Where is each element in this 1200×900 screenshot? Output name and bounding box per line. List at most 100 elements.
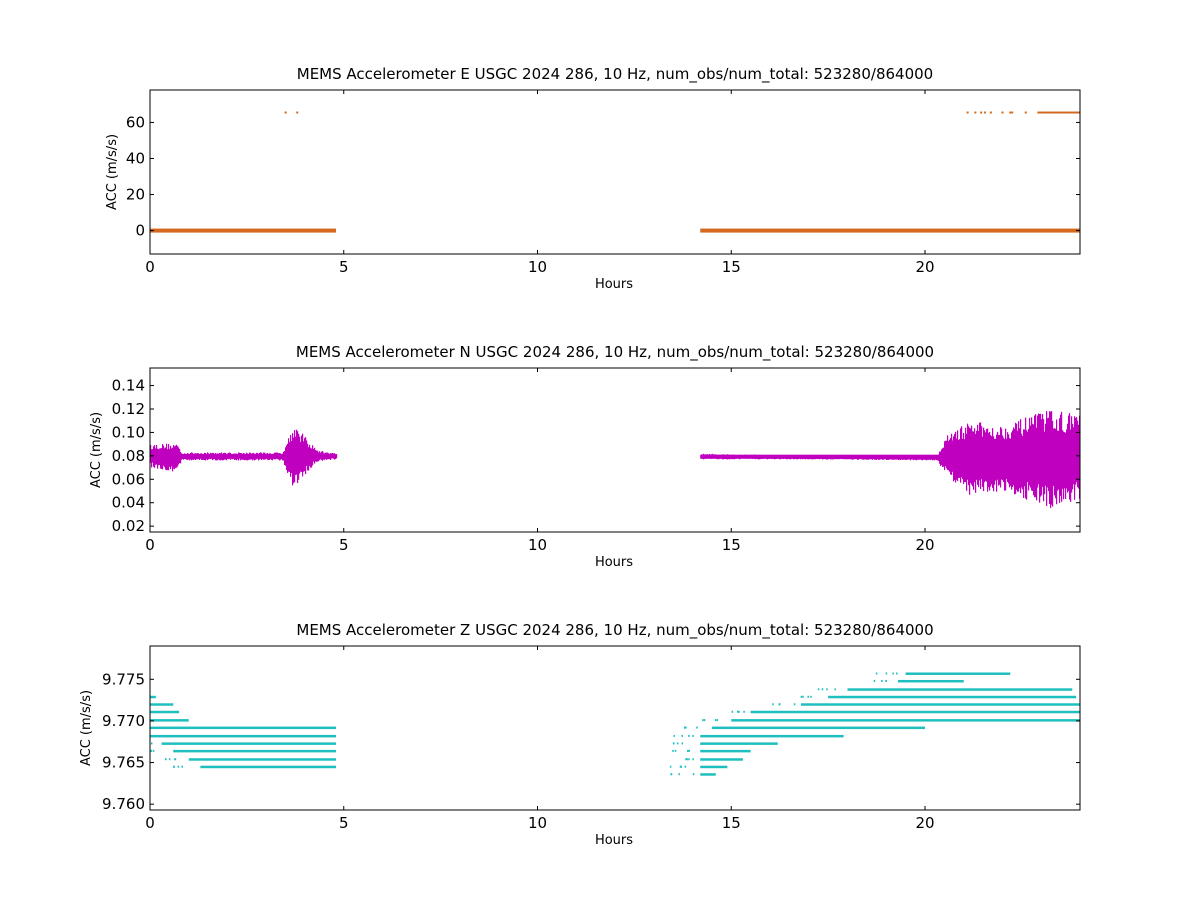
- x-tick-label: 20: [915, 258, 934, 276]
- data-point: [692, 758, 694, 761]
- data-column: [310, 447, 312, 468]
- data-point: [673, 734, 676, 737]
- data-point: [679, 765, 682, 768]
- data-column: [1023, 429, 1025, 498]
- data-segment: [1037, 111, 1080, 114]
- data-core-band: [700, 454, 1080, 459]
- data-column: [1036, 427, 1038, 501]
- data-column: [1001, 428, 1003, 480]
- x-tick-label: 10: [528, 258, 547, 276]
- data-point: [168, 758, 171, 761]
- data-point: [743, 710, 745, 713]
- y-tick-label: 60: [126, 113, 145, 131]
- data-column: [953, 436, 955, 482]
- axes-frame: [149, 645, 1081, 811]
- data-column: [161, 448, 163, 469]
- data-point: [177, 765, 180, 768]
- data-column: [167, 449, 169, 471]
- data-column: [999, 434, 1001, 485]
- data-point: [692, 773, 695, 776]
- data-column: [296, 429, 298, 475]
- data-column: [989, 431, 991, 491]
- data-column: [1011, 432, 1013, 490]
- data-level: [700, 734, 844, 738]
- data-column: [972, 431, 974, 487]
- data-column: [966, 433, 968, 491]
- data-point: [181, 765, 183, 768]
- x-tick-label: 5: [339, 258, 349, 276]
- data-point: [810, 695, 812, 698]
- data-column: [1014, 428, 1016, 495]
- data-column: [311, 448, 313, 468]
- x-tick-label: 20: [915, 814, 934, 832]
- data-point: [702, 719, 704, 722]
- data-point: [296, 111, 299, 114]
- data-level: [150, 703, 174, 706]
- data-series-e: [150, 111, 1080, 233]
- y-tick-label: 9.770: [102, 712, 145, 730]
- data-level: [200, 765, 336, 769]
- data-level: [731, 719, 1080, 722]
- data-column: [1050, 411, 1052, 509]
- data-point: [807, 695, 809, 698]
- data-column: [951, 433, 953, 475]
- data-column: [1055, 428, 1057, 499]
- data-column: [1033, 424, 1035, 496]
- data-point: [173, 765, 175, 768]
- data-column: [164, 448, 166, 468]
- data-point: [684, 765, 687, 768]
- data-point: [680, 765, 683, 768]
- data-column: [1022, 436, 1024, 490]
- data-column: [157, 448, 159, 469]
- data-level: [801, 703, 1080, 706]
- data-column: [1058, 430, 1060, 490]
- data-column: [1004, 439, 1006, 491]
- y-tick-label: 0.02: [112, 517, 145, 535]
- data-column: [1062, 430, 1064, 489]
- data-point: [686, 749, 689, 752]
- y-tick-label: 0.14: [112, 377, 145, 395]
- data-column: [284, 451, 286, 466]
- chart-title-e: MEMS Accelerometer E USGC 2024 286, 10 H…: [297, 65, 933, 84]
- axes-frame: [149, 367, 1081, 533]
- data-point: [896, 672, 898, 675]
- data-column: [1038, 413, 1040, 485]
- data-point: [817, 688, 820, 691]
- data-column: [180, 451, 182, 464]
- data-column: [1063, 431, 1065, 500]
- data-point: [966, 111, 969, 114]
- data-level: [700, 742, 778, 745]
- data-point: [984, 111, 987, 114]
- data-column: [975, 433, 977, 493]
- data-column: [958, 439, 960, 478]
- data-point: [672, 749, 674, 752]
- data-column: [1026, 430, 1028, 500]
- data-point: [703, 719, 706, 722]
- data-column: [945, 440, 947, 467]
- x-tick-label: 5: [339, 814, 349, 832]
- y-tick-label: 9.775: [102, 670, 145, 688]
- data-point: [674, 749, 677, 752]
- x-tick-label: 15: [722, 536, 741, 554]
- data-point: [980, 111, 983, 114]
- data-point: [678, 773, 680, 776]
- data-column: [1029, 417, 1031, 486]
- data-column: [306, 440, 308, 466]
- data-point: [731, 710, 734, 713]
- plot-area-z: 0 5 10 15 20 9.760 9.765 9.770 9.775: [102, 645, 1081, 832]
- data-point: [696, 726, 698, 729]
- x-tick-label: 0: [145, 814, 155, 832]
- data-column: [301, 435, 303, 472]
- data-column: [991, 436, 993, 485]
- data-point: [684, 726, 687, 729]
- data-column: [1057, 430, 1059, 491]
- data-point: [150, 749, 153, 752]
- data-point: [738, 710, 740, 713]
- data-level: [173, 749, 336, 753]
- y-tick-label: 0.12: [112, 400, 145, 418]
- data-point: [779, 703, 781, 706]
- axes-frame: [149, 89, 1081, 255]
- data-column: [287, 443, 289, 473]
- data-point: [873, 679, 876, 682]
- data-point: [885, 672, 888, 675]
